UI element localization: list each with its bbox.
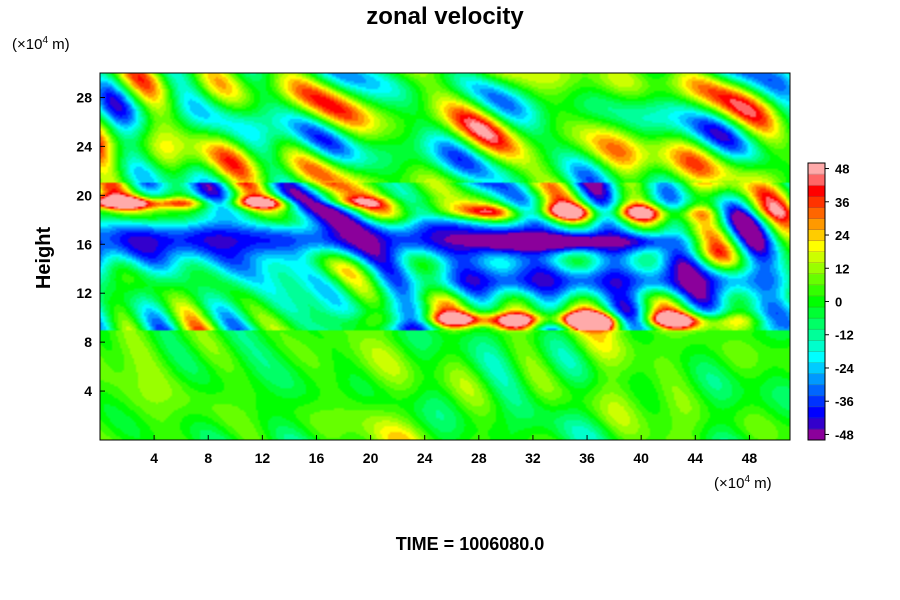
colorbar-ticks: 48 36 24 12 0 -12 -24 -36 -48 (825, 162, 855, 442)
colorbar-tick-label: 24 (835, 228, 850, 243)
heatmap-plot-area (99, 72, 791, 441)
colorbar-swatch (808, 307, 825, 319)
y-axis-label: Height (33, 227, 55, 290)
plot-frame (99, 72, 791, 441)
colorbar-swatch (808, 218, 825, 230)
colorbar-swatch (808, 185, 825, 197)
colorbar-swatch (808, 329, 825, 341)
colorbar-swatch (808, 417, 825, 430)
x-tick-label: 48 (742, 450, 758, 466)
colorbar-swatch (808, 240, 825, 253)
y-tick-label: 16 (76, 236, 92, 252)
y-tick-label: 24 (76, 138, 92, 154)
colorbar: 48 36 24 12 0 -12 -24 -36 -48 (807, 162, 855, 442)
x-tick-label: 32 (525, 450, 541, 466)
y-unit-prefix: (×10 (12, 36, 42, 53)
colorbar-swatch (808, 373, 825, 386)
colorbar-swatch (808, 428, 825, 441)
x-tick-label: 28 (471, 450, 487, 466)
x-tick-label: 12 (255, 450, 271, 466)
colorbar-swatch (808, 207, 825, 219)
y-unit-exponent: 4 (42, 35, 48, 46)
x-unit-exponent: 4 (744, 474, 750, 485)
x-tick-label: 44 (688, 450, 704, 466)
x-tick-label: 24 (417, 450, 433, 466)
colorbar-swatch (808, 284, 825, 297)
colorbar-tick-label: -24 (835, 361, 855, 376)
colorbar-swatch (808, 174, 825, 186)
colorbar-swatch (808, 362, 825, 375)
colorbar-tick-label: -48 (835, 427, 854, 442)
colorbar-swatch (808, 163, 825, 175)
x-unit-suffix: m) (750, 475, 772, 492)
y-tick-label: 20 (76, 187, 92, 203)
x-axis-unit-label: (×104 m) (714, 474, 772, 492)
colorbar-tick-label: 36 (835, 195, 849, 210)
colorbar-tick-label: 12 (835, 261, 849, 276)
x-axis-ticks: 4 8 12 16 20 24 28 32 36 40 44 48 (150, 435, 757, 466)
colorbar-swatch (808, 406, 825, 419)
chart-title: zonal velocity (366, 3, 524, 30)
colorbar-swatch (808, 384, 825, 397)
colorbar-tick-label: -12 (835, 328, 854, 343)
colorbar-tick-label: 48 (835, 162, 849, 177)
colorbar-tick-label: -36 (835, 394, 854, 409)
colorbar-swatch (808, 295, 825, 308)
x-tick-label: 20 (363, 450, 379, 466)
y-axis-unit-label: (×104 m) (12, 35, 70, 53)
y-tick-label: 28 (76, 89, 92, 105)
colorbar-swatches (808, 163, 825, 441)
colorbar-swatch (808, 395, 825, 408)
x-tick-label: 4 (150, 450, 158, 466)
y-tick-label: 4 (84, 383, 92, 399)
x-tick-label: 16 (309, 450, 325, 466)
colorbar-swatch (808, 351, 825, 363)
y-tick-label: 8 (84, 334, 92, 350)
y-axis-ticks: 4 8 12 16 20 24 28 (76, 89, 105, 399)
colorbar-swatch (808, 340, 825, 352)
time-label: TIME = 1006080.0 (396, 534, 545, 554)
velocity-field-image (100, 73, 790, 440)
colorbar-swatch (808, 196, 825, 208)
x-tick-label: 8 (204, 450, 212, 466)
x-tick-label: 36 (579, 450, 595, 466)
colorbar-swatch (808, 229, 825, 242)
y-tick-label: 12 (76, 285, 92, 301)
colorbar-swatch (808, 318, 825, 330)
colorbar-swatch (808, 251, 825, 264)
colorbar-swatch (808, 262, 825, 275)
colorbar-tick-label: 0 (835, 295, 842, 310)
colorbar-swatch (808, 273, 825, 286)
x-tick-label: 40 (633, 450, 649, 466)
x-unit-prefix: (×10 (714, 475, 744, 492)
y-unit-suffix: m) (48, 36, 70, 53)
